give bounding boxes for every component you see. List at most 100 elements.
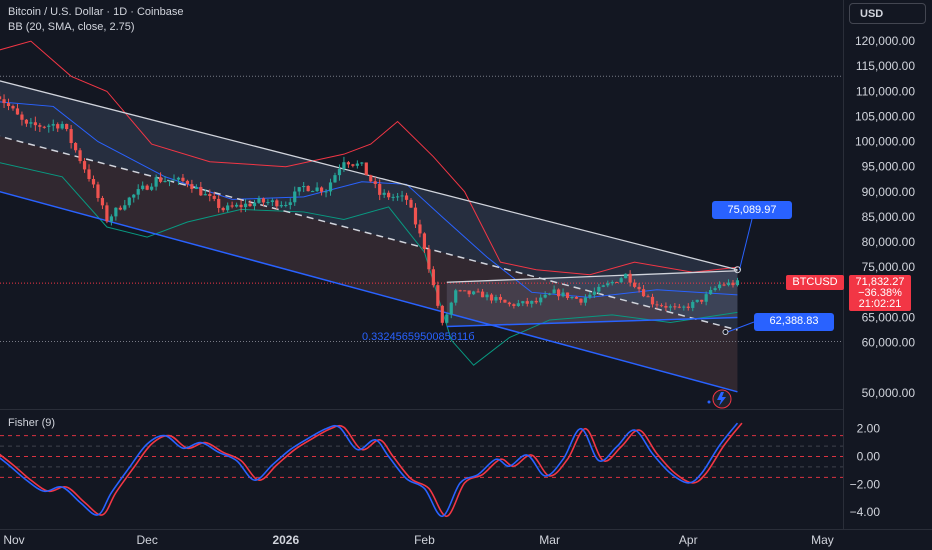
- candle-body: [633, 282, 637, 287]
- symbol-price-tag: BTCUSD: [786, 275, 844, 290]
- candle-body: [494, 297, 498, 301]
- candle-body: [163, 181, 167, 183]
- time-axis-tick: Apr: [679, 533, 698, 547]
- fib-ratio-annotation: 0.3324565950085811б: [362, 331, 475, 343]
- candle-body: [118, 207, 122, 210]
- candle-body: [132, 194, 136, 198]
- currency-button[interactable]: USD: [849, 3, 926, 24]
- candle-body: [427, 249, 431, 270]
- candle-body: [145, 185, 149, 190]
- price-axis-tick: 100,000.00: [855, 135, 915, 149]
- candle-body: [248, 203, 252, 207]
- candle-body: [610, 281, 614, 284]
- candle-body: [561, 292, 565, 297]
- candle-body: [726, 282, 731, 286]
- candle-body: [33, 122, 37, 126]
- candle-body: [275, 200, 279, 207]
- candle-body: [279, 205, 283, 207]
- candle-body: [87, 169, 91, 180]
- time-axis-tick: Feb: [414, 533, 435, 547]
- bb-indicator-label[interactable]: BB (20, SMA, close, 2.75): [8, 21, 135, 33]
- bb-upper-band: [0, 40, 738, 276]
- lower-price-callout[interactable]: 62,388.83: [754, 313, 834, 331]
- candle-body: [516, 303, 520, 306]
- candle-body: [167, 180, 172, 182]
- time-axis-tick: May: [811, 533, 834, 547]
- price-axis-tick: 95,000.00: [862, 160, 916, 174]
- candle-body: [261, 198, 266, 203]
- candle-body: [288, 202, 292, 205]
- candle-body: [592, 291, 596, 295]
- candle-body: [190, 184, 194, 189]
- time-axis-tick: Nov: [3, 533, 24, 547]
- upper-price-callout[interactable]: 75,089.97: [712, 201, 792, 219]
- candle-body: [512, 304, 516, 306]
- candle-body: [695, 299, 699, 302]
- candle-body: [704, 294, 708, 302]
- candle-body: [319, 187, 324, 192]
- price-axis-tick: 90,000.00: [862, 185, 916, 199]
- channel-upper-line: [0, 80, 738, 271]
- candle-body: [646, 296, 650, 298]
- candle-body: [38, 125, 42, 127]
- candle-body: [436, 285, 440, 306]
- price-axis-tick: 110,000.00: [856, 84, 915, 98]
- time-axis-tick: 2026: [272, 533, 299, 547]
- time-axis-tick: Mar: [539, 533, 560, 547]
- channel-upper-fill: [0, 80, 738, 330]
- candle-body: [6, 103, 11, 107]
- candle-body: [100, 197, 105, 206]
- candle-body: [82, 161, 87, 170]
- candle-body: [713, 288, 717, 291]
- candle-body: [682, 306, 686, 308]
- candle-body: [588, 294, 592, 298]
- candle-body: [413, 207, 418, 225]
- candle-body: [199, 186, 203, 196]
- candle-body: [333, 175, 337, 183]
- candle-body: [463, 290, 467, 292]
- fisher-pane: [0, 422, 843, 518]
- candle-body: [534, 300, 538, 303]
- candle-body: [440, 305, 444, 323]
- candle-body: [337, 169, 342, 176]
- candle-body: [543, 294, 547, 298]
- candle-body: [114, 207, 118, 217]
- candle-body: [422, 233, 427, 250]
- candle-body: [525, 301, 529, 304]
- fisher-indicator-label[interactable]: Fisher (9): [8, 417, 56, 429]
- fisher-axis-tick: 2.00: [857, 422, 881, 436]
- candle-body: [346, 162, 350, 165]
- candle-body: [203, 194, 207, 196]
- bb-basis-line: [0, 101, 738, 298]
- candle-body: [467, 290, 471, 295]
- candle-body: [686, 306, 690, 308]
- candle-body: [735, 280, 740, 286]
- candle-body: [342, 162, 346, 170]
- candle-body: [123, 205, 127, 210]
- candle-body: [257, 198, 261, 203]
- candle-body: [243, 203, 248, 208]
- symbol-title: Bitcoin / U.S. Dollar · 1D · Coinbase: [8, 6, 184, 18]
- candle-body: [673, 306, 677, 308]
- candle-body: [391, 196, 395, 198]
- candle-body: [668, 306, 672, 308]
- candle-body: [212, 195, 216, 199]
- candle-body: [472, 291, 476, 295]
- price-axis-tick: 120,000.00: [855, 34, 915, 48]
- candle-body: [217, 198, 221, 208]
- time-axis-tick: Dec: [136, 533, 157, 547]
- bb-lower-band: [0, 162, 738, 366]
- candle-body: [606, 283, 610, 286]
- candle-body: [480, 291, 485, 298]
- candle-body: [476, 291, 480, 293]
- candle-body: [498, 297, 503, 300]
- candle-body: [548, 293, 552, 295]
- channel-center-line: [0, 135, 738, 331]
- candle-body: [619, 278, 623, 283]
- upper-callout-anchor: [733, 266, 741, 274]
- candle-body: [226, 205, 230, 211]
- candle-body: [574, 296, 579, 299]
- candle-body: [56, 124, 60, 129]
- candle-body: [454, 290, 458, 303]
